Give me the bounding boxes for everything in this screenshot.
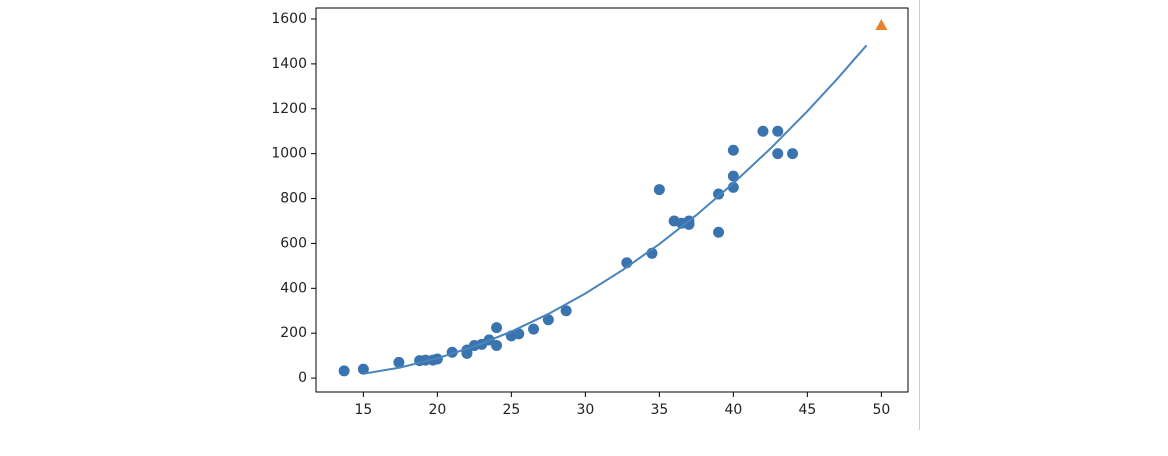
point: [757, 125, 769, 137]
point: [713, 188, 725, 200]
y-tick-label: 0: [298, 370, 307, 386]
point: [772, 148, 784, 160]
y-tick-label: 600: [280, 235, 307, 251]
x-tick-label: 20: [428, 402, 446, 418]
point: [727, 170, 739, 182]
point: [491, 322, 503, 334]
point: [727, 144, 739, 156]
point: [653, 184, 665, 196]
point: [357, 363, 369, 375]
point: [683, 218, 695, 230]
y-tick-label: 200: [280, 325, 307, 341]
x-tick-label: 30: [576, 402, 594, 418]
point: [542, 314, 554, 326]
point: [560, 305, 572, 317]
point: [713, 226, 725, 238]
y-tick-label: 800: [280, 191, 307, 207]
point: [772, 125, 784, 137]
plot-frame: [315, 7, 909, 393]
point: [338, 365, 350, 377]
fit-curve: [363, 44, 868, 375]
point: [528, 323, 540, 335]
y-tick-label: 1000: [271, 146, 307, 162]
point: [393, 356, 405, 368]
y-tick-label: 1400: [271, 56, 307, 72]
y-tick-label: 1200: [271, 101, 307, 117]
x-tick-label: 15: [354, 402, 372, 418]
x-tick-label: 25: [502, 402, 520, 418]
x-tick-label: 35: [650, 402, 668, 418]
x-tick-label: 50: [872, 402, 890, 418]
point: [491, 340, 503, 352]
y-tick-label: 400: [280, 280, 307, 296]
new-point: [875, 19, 888, 31]
x-tick-label: 45: [798, 402, 816, 418]
y-tick-label: 1600: [271, 11, 307, 27]
point: [787, 148, 799, 160]
point: [513, 328, 525, 340]
x-tick-label: 40: [724, 402, 742, 418]
